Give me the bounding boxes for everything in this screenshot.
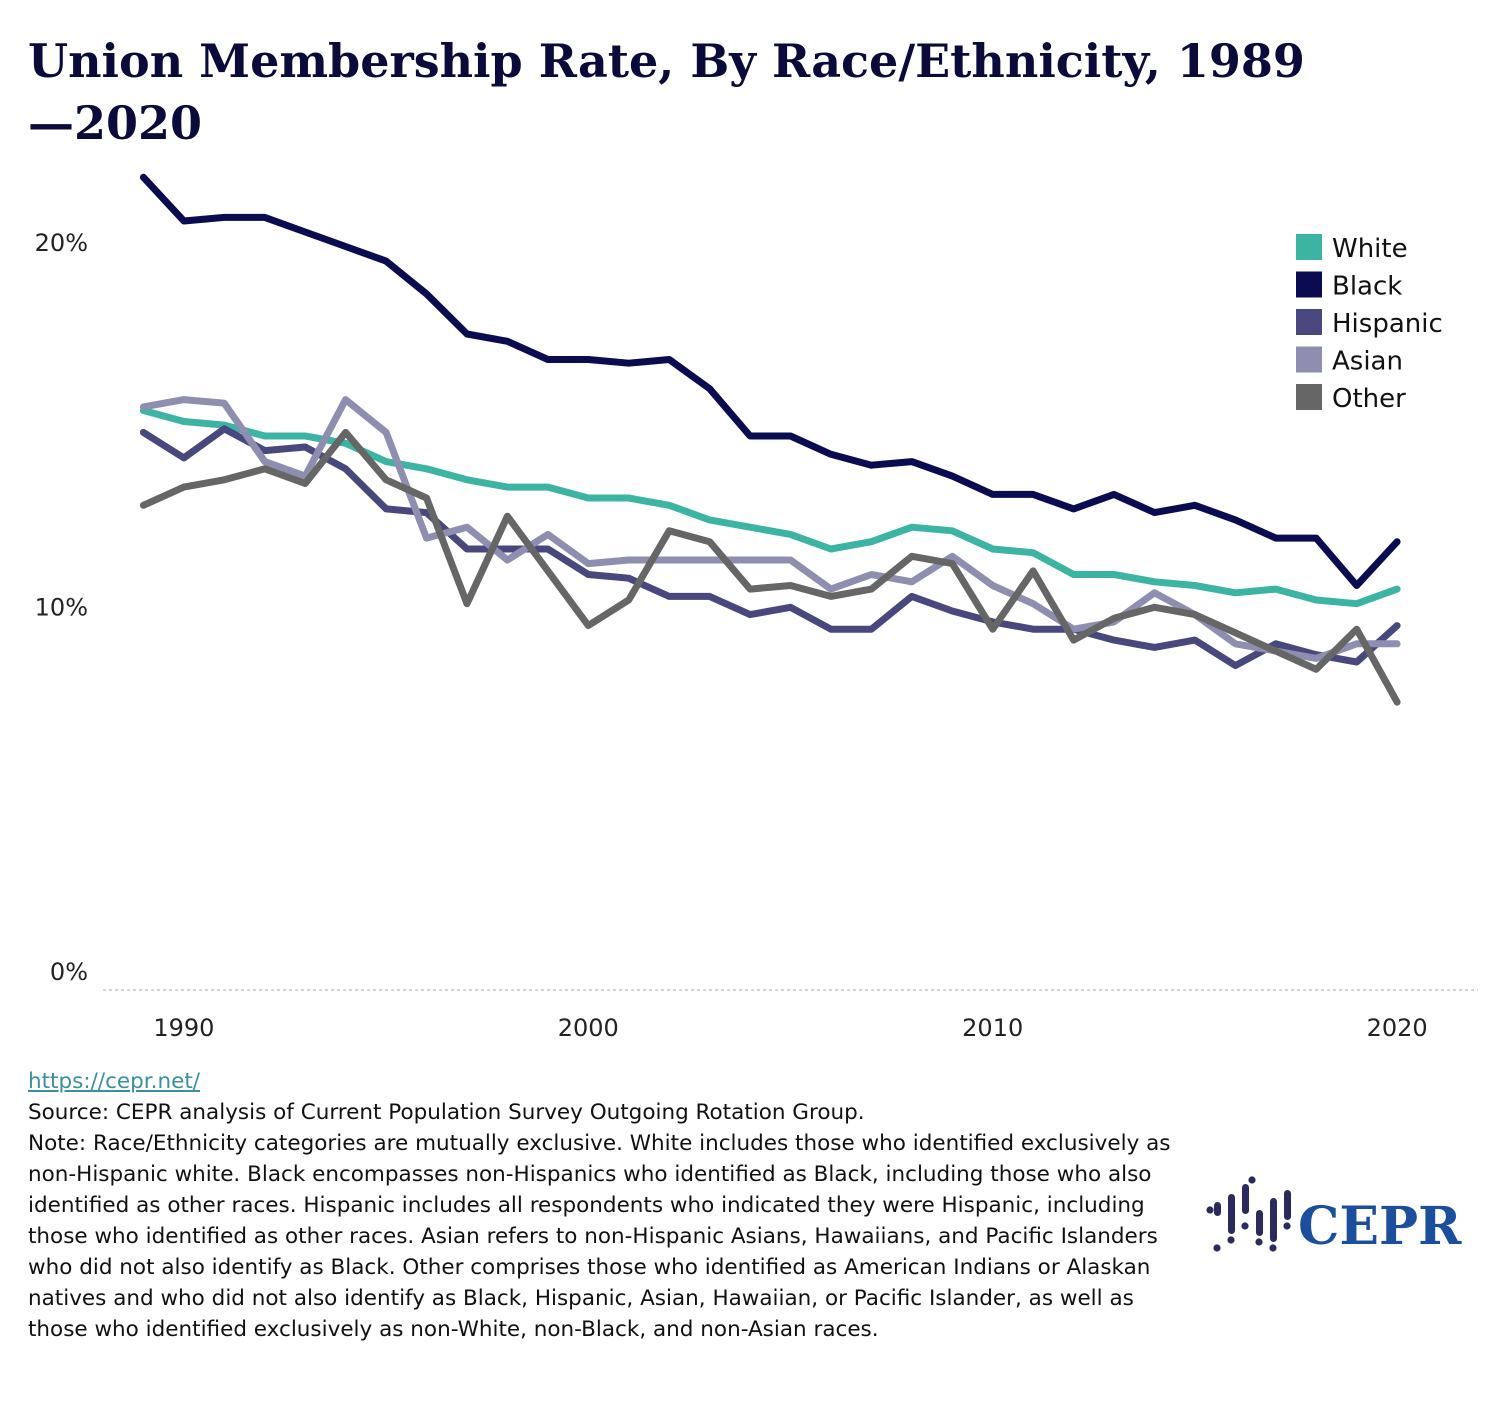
cepr-logo: CEPR	[1206, 1176, 1462, 1257]
x-tick-label: 2010	[962, 1014, 1023, 1042]
legend-label-other: Other	[1332, 384, 1406, 414]
series-line-hispanic	[139, 425, 1401, 670]
logo-bar	[1270, 1198, 1277, 1242]
series-lines	[139, 173, 1401, 706]
logo-bar	[1284, 1190, 1291, 1220]
logo-dot	[1241, 1222, 1249, 1230]
x-tick-label: 2020	[1367, 1014, 1428, 1042]
chart-footer: https://cepr.net/ Source: CEPR analysis …	[28, 1066, 1198, 1345]
legend-swatch-other	[1296, 384, 1322, 410]
x-tick-label: 2000	[558, 1014, 619, 1042]
cepr-logo-text: CEPR	[1298, 1196, 1462, 1257]
y-tick-label: 10%	[35, 594, 88, 622]
cepr-logo-mark-icon	[1206, 1176, 1291, 1252]
legend-swatch-asian	[1296, 346, 1322, 373]
logo-dot	[1227, 1236, 1235, 1244]
x-tick-label: 1990	[153, 1014, 214, 1042]
logo-dot	[1213, 1244, 1221, 1252]
legend-label-black: Black	[1332, 272, 1402, 302]
logo-bar	[1256, 1210, 1263, 1236]
source-text: Source: CEPR analysis of Current Populat…	[28, 1100, 865, 1125]
logo-dot	[1255, 1238, 1263, 1246]
series-line-other	[139, 428, 1401, 706]
y-tick-label: 0%	[50, 958, 88, 986]
note-text: Note: Race/Ethnicity categories are mutu…	[28, 1131, 1171, 1342]
line-chart: 0% 10% 20% 1990 2000 2010 2020 White Black Hispa…	[35, 173, 1478, 1042]
y-tick-label: 20%	[35, 229, 88, 257]
legend-swatch-hispanic	[1296, 309, 1322, 335]
legend-swatch-white	[1296, 234, 1322, 260]
logo-dot	[1283, 1222, 1291, 1230]
source-link[interactable]: https://cepr.net/	[28, 1069, 200, 1094]
logo-bar	[1242, 1184, 1249, 1214]
legend-swatch-black	[1296, 271, 1322, 298]
logo-dot	[1248, 1176, 1256, 1184]
legend-label-asian: Asian	[1332, 347, 1403, 377]
series-line-black	[139, 173, 1401, 589]
legend-label-white: White	[1332, 234, 1408, 264]
logo-dot	[1206, 1206, 1214, 1214]
logo-dot	[1269, 1244, 1277, 1252]
logo-bar	[1228, 1194, 1235, 1234]
axes: 0% 10% 20% 1990 2000 2010 2020	[35, 229, 1478, 1042]
chart-title: Union Membership Rate, By Race/Ethnicity…	[28, 34, 1305, 150]
legend-label-hispanic: Hispanic	[1332, 309, 1443, 339]
logo-bar	[1214, 1202, 1221, 1216]
series-line-white	[139, 407, 1401, 608]
legend: White Black Hispanic Asian Other	[1296, 234, 1443, 414]
